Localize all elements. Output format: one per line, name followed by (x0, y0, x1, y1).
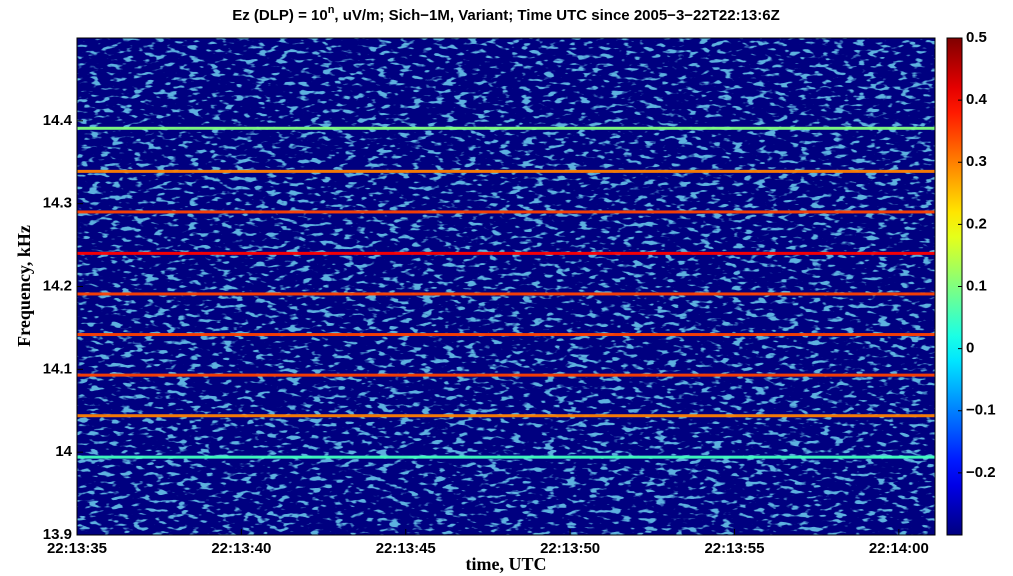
title-part: , uV/m; Sich−1M, Variant; Time UTC since… (334, 7, 779, 24)
title-part: Ez (DLP) = 10 (232, 7, 327, 24)
colorbar-tick-label: 0.5 (966, 29, 987, 46)
y-tick-label: 13.9 (43, 526, 72, 543)
y-tick-label: 14.2 (43, 277, 72, 294)
band-line (77, 126, 935, 130)
band-line (77, 251, 935, 255)
x-tick-label: 22:14:00 (869, 540, 929, 557)
colorbar-tick-label: 0.4 (966, 91, 988, 108)
x-tick-label: 22:13:35 (47, 540, 107, 557)
colorbar-tick-label: 0.3 (966, 153, 987, 170)
x-tick-label: 22:13:45 (376, 540, 436, 557)
band-line (77, 455, 935, 459)
noise-texture (77, 38, 935, 535)
colorbar-tick-label: 0 (966, 340, 974, 357)
band-line (77, 169, 935, 173)
x-tick-label: 22:13:40 (211, 540, 271, 557)
colorbar-tick-label: −0.2 (966, 464, 996, 481)
colorbar-tick-label: 0.2 (966, 215, 987, 232)
chart-title: Ez (DLP) = 10n, uV/m; Sich−1M, Variant; … (232, 4, 780, 24)
x-tick-label: 22:13:50 (540, 540, 600, 557)
colorbar-tick-label: 0.1 (966, 277, 987, 294)
title-superscript: n (328, 4, 335, 16)
y-tick-label: 14 (55, 443, 72, 460)
y-tick-label: 14.4 (43, 112, 73, 129)
y-tick-label: 14.1 (43, 360, 72, 377)
y-tick-label: 14.3 (43, 195, 72, 212)
x-tick-label: 22:13:55 (704, 540, 764, 557)
band-line (77, 292, 935, 296)
y-axis-label: Frequency, kHz (14, 225, 34, 347)
colorbar-tick-label: −0.1 (966, 402, 996, 419)
band-line (77, 210, 935, 214)
x-axis-label: time, UTC (466, 554, 547, 574)
band-line (77, 333, 935, 337)
band-line (77, 414, 935, 418)
band-line (77, 373, 935, 377)
